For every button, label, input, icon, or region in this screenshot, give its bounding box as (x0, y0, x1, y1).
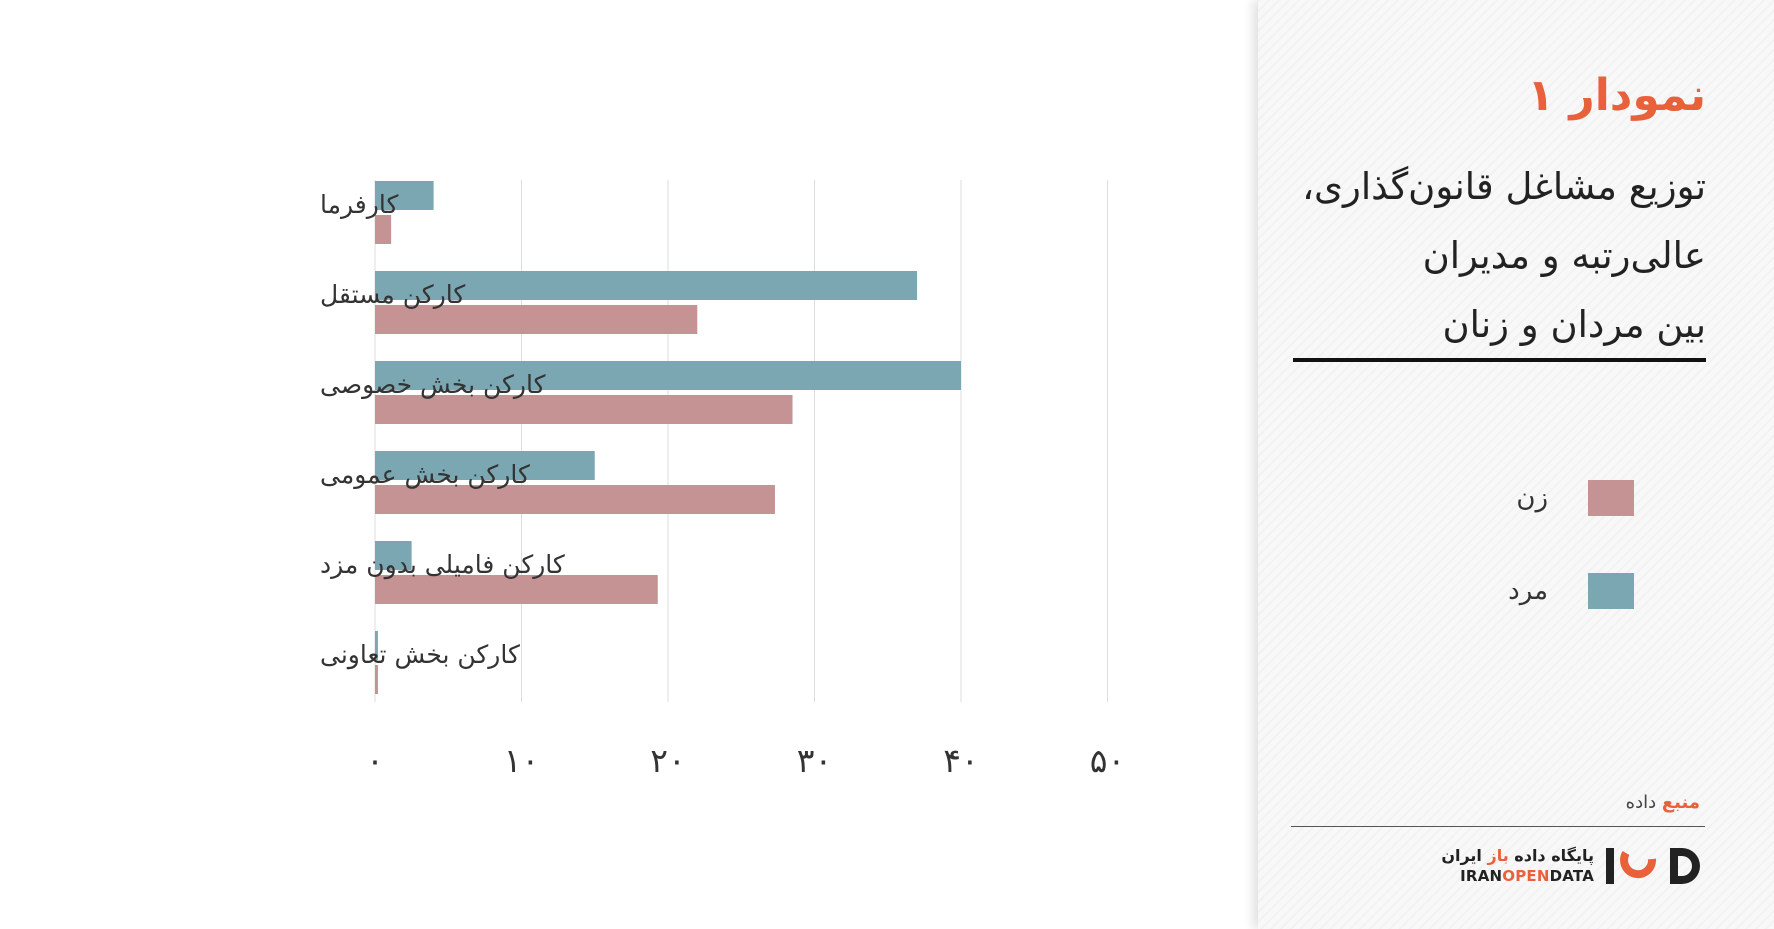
bar-men (375, 631, 378, 660)
chart-heading: نمودار ۱ (1527, 70, 1706, 121)
bar-men (375, 361, 961, 390)
bar-women (375, 665, 378, 694)
category-label: کارکن مستقل (320, 280, 465, 309)
legend-swatch-women (1588, 480, 1634, 516)
bar-women (375, 305, 698, 334)
bar-women (375, 215, 392, 244)
brand-text: پایگاه داده باز ایران IRANOPENDATA (1441, 846, 1594, 885)
bar-men (375, 181, 434, 210)
iod-logo-icon (1606, 847, 1700, 884)
title-divider (1293, 358, 1706, 362)
bar-women (375, 485, 775, 514)
source-label: منبع داده (1626, 792, 1700, 813)
bar-men (375, 541, 412, 570)
legend-swatch-men (1588, 573, 1634, 609)
x-tick-label: ۰ (366, 741, 384, 780)
legend: زن مرد (1508, 480, 1634, 666)
subtitle-line-1: توزیع مشاغل قانون‌گذاری، (1302, 165, 1706, 208)
x-tick-label: ۴۰ (943, 741, 978, 780)
bar-men (375, 451, 595, 480)
legend-label-men: مرد (1508, 576, 1548, 606)
source-divider (1291, 826, 1705, 827)
chart-subtitle: توزیع مشاغل قانون‌گذاری، عالی‌رتبه و مدی… (1302, 152, 1706, 359)
x-tick-label: ۱۰ (504, 741, 539, 780)
brand-block: پایگاه داده باز ایران IRANOPENDATA (1441, 846, 1706, 885)
brand-en-end: DATA (1549, 867, 1594, 885)
x-tick-label: ۳۰ (797, 741, 832, 780)
category-label: کارکن فامیلی بدون مزد (320, 550, 565, 580)
legend-item-men: مرد (1508, 573, 1634, 609)
x-tick-label: ۵۰ (1090, 741, 1120, 780)
brand-en-main: IRAN (1460, 867, 1503, 885)
brand-fa-end: ایران (1441, 846, 1488, 865)
brand-fa-accent: باز (1487, 846, 1509, 865)
subtitle-line-2: عالی‌رتبه و مدیران (1422, 234, 1706, 277)
category-label: کارفرما (320, 190, 398, 219)
source-label-highlight: منبع (1661, 792, 1700, 813)
brand-fa-main: پایگاه داده (1508, 846, 1594, 865)
side-panel: نمودار ۱ توزیع مشاغل قانون‌گذاری، عالی‌ر… (1258, 0, 1774, 929)
brand-name-en: IRANOPENDATA (1441, 867, 1594, 885)
legend-label-women: زن (1516, 483, 1548, 513)
source-label-rest: داده (1625, 792, 1662, 813)
legend-item-women: زن (1508, 480, 1634, 516)
bar-women (375, 395, 793, 424)
bar-women (375, 575, 658, 604)
x-tick-label: ۲۰ (650, 741, 685, 780)
category-label: کارکن بخش تعاونی (320, 640, 520, 670)
category-label: کارکن بخش خصوصی (320, 370, 546, 399)
bar-men (375, 271, 918, 300)
brand-en-accent: OPEN (1502, 867, 1550, 885)
subtitle-line-3: بین مردان و زنان (1442, 303, 1706, 346)
bar-chart: ۰ ۱۰ ۲۰ ۳۰ ۴۰ ۵۰ کارفرما کارکن مستقل کارکن بخش خ… (320, 180, 1120, 780)
brand-name-fa: پایگاه داده باز ایران (1441, 846, 1594, 865)
category-label: کارکن بخش عمومی (320, 460, 530, 489)
